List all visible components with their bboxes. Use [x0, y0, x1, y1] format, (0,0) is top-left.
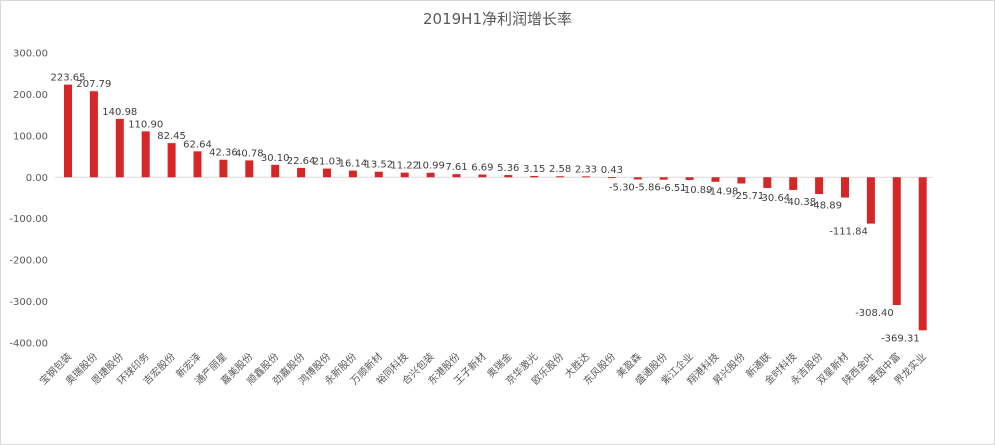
y-tick-label: -200.00	[9, 256, 48, 267]
data-label: 10.99	[416, 161, 445, 172]
bar	[400, 172, 409, 178]
data-label: -369.31	[881, 333, 920, 344]
data-label: -30.64	[758, 193, 790, 204]
data-label: 62.64	[183, 139, 212, 150]
bar	[633, 177, 642, 180]
bar	[64, 84, 72, 178]
bar	[219, 159, 228, 178]
data-label: 2.33	[575, 164, 597, 175]
data-label: 207.79	[76, 79, 111, 90]
data-label: -111.84	[829, 227, 868, 238]
y-tick-label: -100.00	[9, 214, 48, 225]
data-label: 5.36	[497, 163, 519, 174]
y-tick-label: 300.00	[13, 49, 48, 60]
data-label: 2.58	[549, 164, 571, 175]
data-label: 11.22	[390, 161, 419, 172]
bar	[530, 175, 539, 178]
data-label: -14.98	[706, 186, 738, 197]
bar	[918, 177, 927, 331]
data-label: 22.64	[287, 156, 316, 167]
bar	[297, 167, 306, 178]
data-label: -10.89	[680, 185, 712, 196]
bar	[763, 177, 772, 188]
bar	[426, 172, 435, 178]
y-tick-label: -400.00	[9, 339, 48, 350]
data-label: 7.61	[445, 162, 467, 173]
data-label: -25.71	[732, 191, 764, 202]
data-label: 0.43	[601, 165, 623, 176]
bar	[374, 171, 383, 178]
bar	[193, 151, 202, 178]
bar	[841, 177, 849, 198]
data-label: 3.15	[523, 164, 545, 175]
data-label: 13.52	[364, 160, 393, 171]
y-tick-label: 0.00	[26, 173, 48, 184]
bar	[348, 170, 357, 178]
bar	[582, 176, 590, 178]
chart-title: 2019H1净利润增长率	[423, 10, 572, 28]
bar	[607, 177, 616, 179]
bar	[737, 177, 746, 184]
bar	[556, 176, 565, 178]
bar	[685, 177, 694, 180]
bar	[815, 177, 824, 195]
data-label: 21.03	[313, 157, 342, 168]
bar	[245, 160, 254, 178]
data-label: -308.40	[855, 308, 894, 319]
data-label: 110.90	[128, 119, 163, 130]
data-label: 40.78	[235, 148, 264, 159]
data-label: -5.86	[635, 183, 661, 194]
bar	[866, 177, 875, 224]
y-tick-label: 200.00	[13, 90, 48, 101]
y-tick-label: 100.00	[13, 131, 48, 142]
bar	[271, 164, 280, 178]
data-label: -40.38	[784, 197, 816, 208]
data-label: 82.45	[157, 131, 186, 142]
bar	[478, 174, 487, 178]
bar	[167, 143, 176, 178]
bar	[789, 177, 798, 190]
bar	[504, 175, 513, 178]
bar	[323, 168, 331, 178]
data-label: 6.69	[471, 163, 493, 174]
data-label: 30.10	[261, 153, 290, 164]
data-label: -48.89	[810, 201, 842, 212]
data-label: -6.51	[661, 183, 687, 194]
bar	[452, 174, 461, 178]
y-tick-label: -300.00	[9, 297, 48, 308]
bar	[711, 177, 720, 182]
bar	[115, 118, 124, 178]
data-label: 140.98	[102, 107, 137, 118]
data-label: 223.65	[51, 73, 86, 84]
bar	[141, 131, 150, 178]
bar	[892, 177, 901, 306]
bar	[89, 91, 98, 178]
data-label: -5.30	[609, 182, 635, 193]
data-label: 42.36	[209, 148, 238, 159]
bar	[659, 177, 668, 180]
data-label: 16.14	[339, 159, 368, 170]
